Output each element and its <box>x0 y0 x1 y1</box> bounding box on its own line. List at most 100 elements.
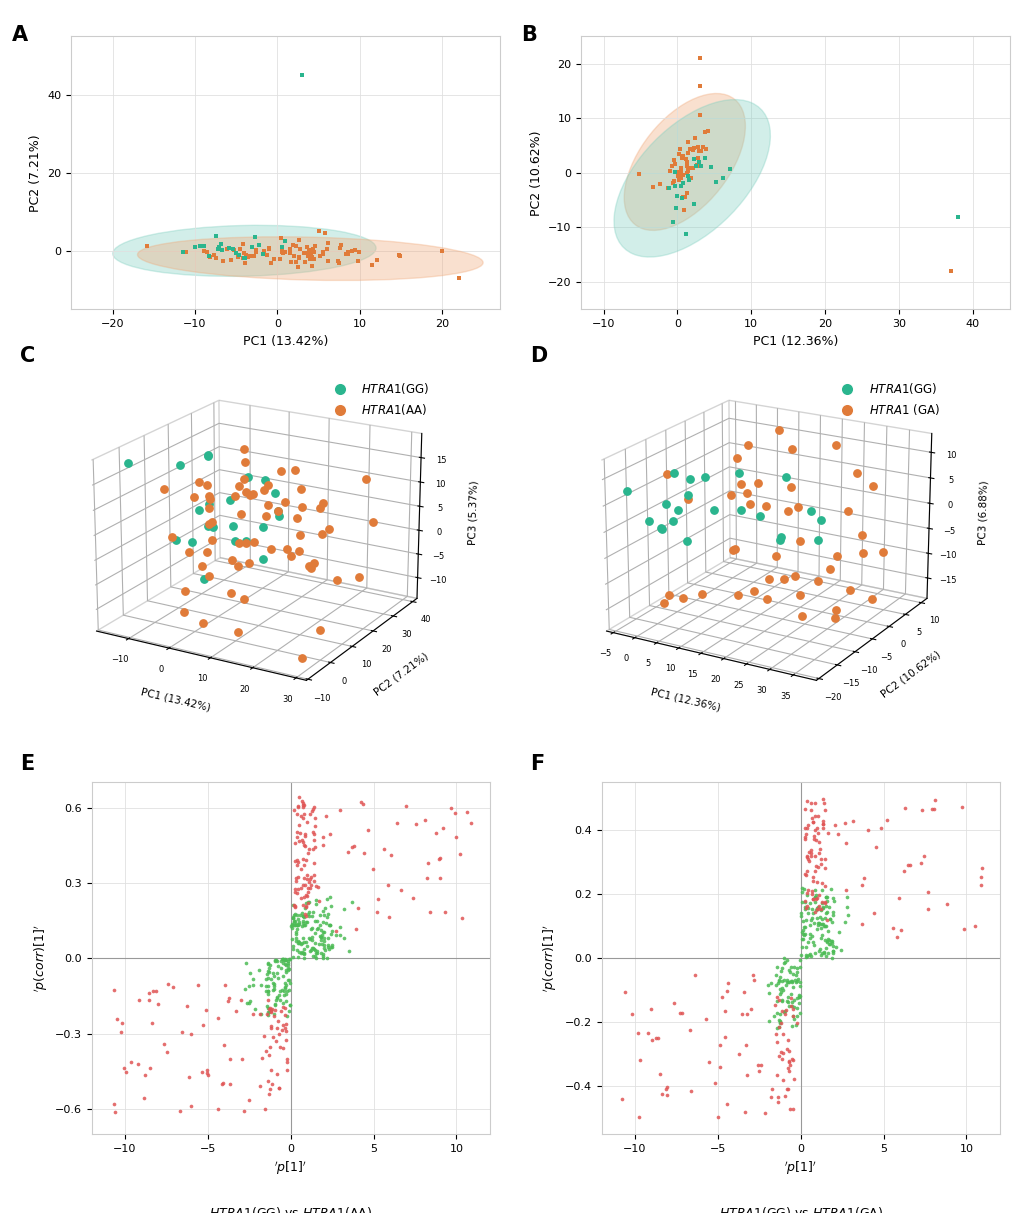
Point <box>300 904 316 923</box>
Point <box>262 1037 278 1057</box>
Point <box>259 1002 275 1021</box>
Point <box>297 904 313 923</box>
Point <box>642 1000 658 1019</box>
Point <box>350 899 366 918</box>
Point <box>785 1007 801 1026</box>
Point <box>271 249 287 268</box>
Point <box>379 876 395 895</box>
Point <box>796 899 812 918</box>
Point <box>819 944 836 963</box>
Point <box>972 875 988 894</box>
Point <box>839 898 855 917</box>
Point <box>181 1066 198 1086</box>
Point <box>262 969 278 989</box>
Point <box>805 826 821 845</box>
Point <box>797 892 813 911</box>
Point <box>310 918 326 938</box>
Point <box>837 881 853 900</box>
Point <box>315 835 331 854</box>
Point <box>296 944 312 963</box>
Point <box>813 924 829 944</box>
Point <box>259 996 275 1015</box>
Point <box>824 902 841 922</box>
Point <box>819 824 836 843</box>
Point <box>281 959 298 979</box>
Point <box>687 156 703 176</box>
Point <box>276 950 292 969</box>
Point <box>298 906 314 926</box>
Point <box>260 958 276 978</box>
Point <box>307 944 323 963</box>
Point <box>813 910 829 929</box>
Point <box>270 1078 286 1098</box>
Point <box>260 1084 276 1104</box>
Point <box>810 885 826 905</box>
Point <box>779 1058 795 1077</box>
Point <box>260 1071 276 1090</box>
Point <box>812 893 828 912</box>
Point <box>221 1075 237 1094</box>
Point <box>772 972 789 991</box>
Point <box>251 959 267 979</box>
Point <box>768 1066 785 1086</box>
Point <box>214 240 230 260</box>
Point <box>288 930 305 950</box>
Point <box>878 810 895 830</box>
Point <box>289 797 306 816</box>
Point <box>276 973 292 992</box>
Point <box>289 883 306 902</box>
Point <box>773 979 790 998</box>
Legend: $\it{HTRA1}$(GG), $\it{HTRA1}$(AA): $\it{HTRA1}$(GG), $\it{HTRA1}$(AA) <box>323 376 434 422</box>
Point <box>768 1019 785 1038</box>
Point <box>307 816 323 836</box>
Point <box>273 949 289 968</box>
Point <box>278 1052 294 1071</box>
Point <box>148 981 164 1001</box>
Point <box>666 154 683 173</box>
Point <box>829 824 846 843</box>
Point <box>302 240 318 260</box>
Point <box>339 243 356 262</box>
Point <box>792 976 808 996</box>
Point <box>259 998 275 1018</box>
Point <box>258 969 274 989</box>
Point <box>682 139 698 159</box>
Point <box>779 1080 795 1099</box>
Point <box>109 1009 125 1029</box>
Point <box>749 1055 765 1075</box>
Point <box>296 932 312 951</box>
Point <box>265 1027 281 1047</box>
Point <box>785 957 801 976</box>
Point <box>736 1103 752 1122</box>
Point <box>261 998 277 1018</box>
Point <box>793 922 809 941</box>
Point <box>428 824 444 843</box>
Point <box>797 825 813 844</box>
X-axis label: $\it{'p[1]'}$: $\it{'p[1]'}$ <box>784 1160 816 1177</box>
Point <box>304 930 320 950</box>
Point <box>808 915 824 934</box>
Point <box>260 991 276 1010</box>
Point <box>322 938 338 957</box>
Point <box>760 984 776 1003</box>
Point <box>793 929 809 949</box>
Point <box>112 1023 128 1042</box>
Point <box>783 972 799 991</box>
Point <box>774 1002 791 1021</box>
Point <box>803 909 819 928</box>
Point <box>299 811 315 831</box>
Point <box>820 910 837 929</box>
Point <box>679 183 695 203</box>
Point <box>240 976 257 996</box>
Point <box>674 188 690 207</box>
Point <box>822 932 839 951</box>
Point <box>806 887 822 906</box>
X-axis label: PC1 (13.42%): PC1 (13.42%) <box>243 335 328 348</box>
Point <box>331 799 347 819</box>
Point <box>791 958 807 978</box>
Point <box>217 975 233 995</box>
Point <box>286 906 303 926</box>
Point <box>303 875 319 894</box>
Point <box>286 852 303 871</box>
Point <box>177 243 194 262</box>
